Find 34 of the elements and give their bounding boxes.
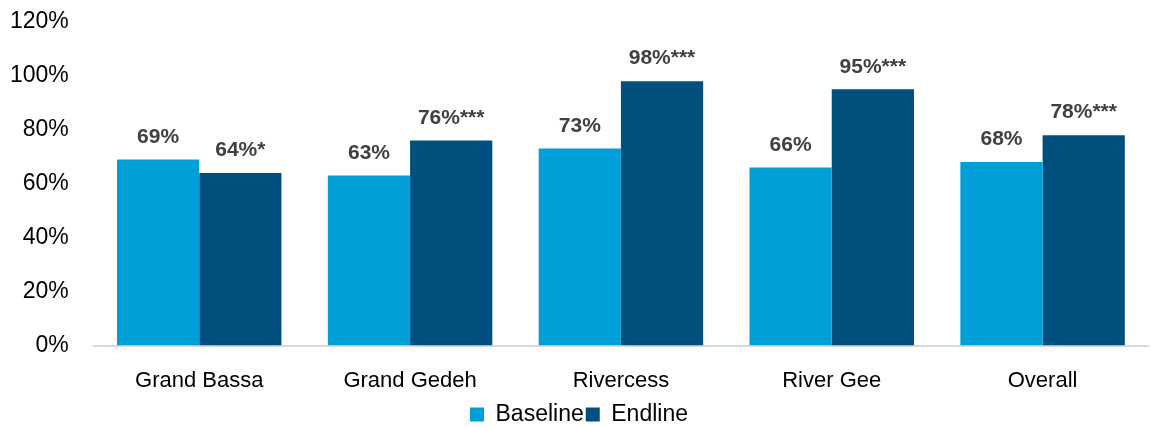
bar [327, 175, 411, 346]
bar [199, 172, 282, 346]
y-tick-label: 0% [35, 330, 69, 357]
bar [620, 81, 704, 346]
data-label: 64%* [215, 137, 267, 161]
data-label: 68% [980, 126, 1023, 150]
x-tick-label: Grand Bassa [135, 366, 265, 392]
bar [831, 89, 914, 346]
bar [1042, 135, 1125, 346]
y-tick-label: 120% [10, 7, 69, 34]
bar [749, 167, 832, 346]
data-label: 66% [769, 131, 812, 155]
y-tick-label: 20% [22, 276, 69, 303]
data-label: 98%*** [628, 45, 697, 69]
x-tick-label: Grand Gedeh [343, 366, 477, 392]
legend-label: Endline [611, 399, 688, 426]
x-tick-label: Rivercess [572, 366, 670, 392]
data-label: 76%*** [417, 104, 486, 128]
bar [410, 140, 493, 346]
bar [538, 148, 621, 346]
bar [960, 162, 1043, 346]
y-tick-label: 60% [22, 169, 69, 196]
legend-label: Baseline [495, 399, 584, 426]
x-tick-label: River Gee [782, 366, 882, 392]
y-tick-label: 100% [10, 61, 69, 88]
bar [117, 159, 200, 346]
x-tick-label: Overall [1007, 366, 1078, 392]
data-label: 73% [558, 112, 602, 136]
data-label: 95%*** [839, 53, 907, 77]
data-label: 63% [347, 139, 391, 163]
data-label: 69% [137, 123, 180, 147]
data-label: 78%*** [1050, 99, 1118, 123]
y-tick-label: 40% [22, 223, 69, 250]
y-tick-label: 80% [22, 115, 69, 142]
